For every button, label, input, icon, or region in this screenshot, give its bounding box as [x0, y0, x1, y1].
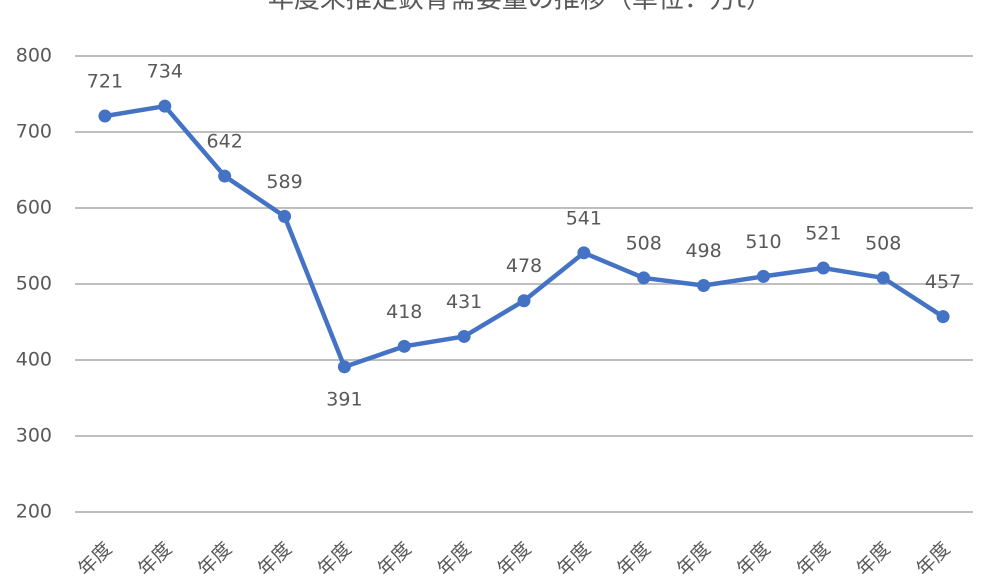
x-tick-label: 年度: [373, 538, 415, 576]
data-label: 510: [745, 231, 781, 253]
data-point: [637, 271, 651, 285]
data-point: [397, 339, 411, 353]
x-tick-label: 年度: [74, 538, 116, 576]
data-label: 478: [506, 255, 542, 277]
data-label: 418: [386, 301, 422, 323]
x-tick-label: 年度: [673, 538, 715, 576]
y-tick-label: 200: [16, 501, 52, 523]
x-tick-label: 年度: [792, 538, 834, 576]
x-tick-label: 年度: [134, 538, 176, 576]
data-label: 541: [566, 207, 602, 229]
data-point: [756, 269, 770, 283]
data-point: [936, 310, 950, 324]
x-tick-label: 年度: [313, 538, 355, 576]
data-label: 498: [685, 240, 721, 262]
y-tick-label: 600: [16, 197, 52, 219]
data-point: [337, 360, 351, 374]
data-label: 508: [626, 232, 662, 254]
x-tick-label: 年度: [613, 538, 655, 576]
data-point: [218, 169, 232, 183]
data-label: 721: [87, 71, 123, 93]
data-point: [457, 329, 471, 343]
y-tick-label: 400: [16, 349, 52, 371]
data-label: 508: [865, 232, 901, 254]
chart-title: 年度末推定鉄骨需要量の推移（単位：万t）: [268, 0, 772, 15]
x-tick-label: 年度: [254, 538, 296, 576]
data-point: [278, 209, 292, 223]
data-point: [98, 109, 112, 123]
data-label: 391: [326, 388, 362, 410]
x-tick-label: 年度: [553, 538, 595, 576]
data-point: [816, 261, 830, 275]
y-tick-label: 800: [16, 45, 52, 67]
data-point: [158, 99, 172, 113]
y-tick-label: 500: [16, 273, 52, 295]
x-tick-label: 年度: [194, 538, 236, 576]
data-label: 734: [147, 61, 183, 83]
x-tick-label: 年度: [912, 538, 954, 576]
data-point: [577, 246, 591, 260]
data-label: 642: [207, 131, 243, 153]
data-point: [517, 294, 531, 308]
data-label: 457: [925, 271, 961, 293]
data-label: 521: [805, 223, 841, 245]
data-point: [697, 279, 711, 293]
data-label: 431: [446, 291, 482, 313]
data-label: 589: [266, 171, 302, 193]
y-tick-label: 700: [16, 121, 52, 143]
x-tick-label: 年度: [493, 538, 535, 576]
data-point: [876, 271, 890, 285]
x-tick-label: 年度: [852, 538, 894, 576]
x-tick-label: 年度: [732, 538, 774, 576]
y-tick-label: 300: [16, 425, 52, 447]
x-tick-label: 年度: [433, 538, 475, 576]
